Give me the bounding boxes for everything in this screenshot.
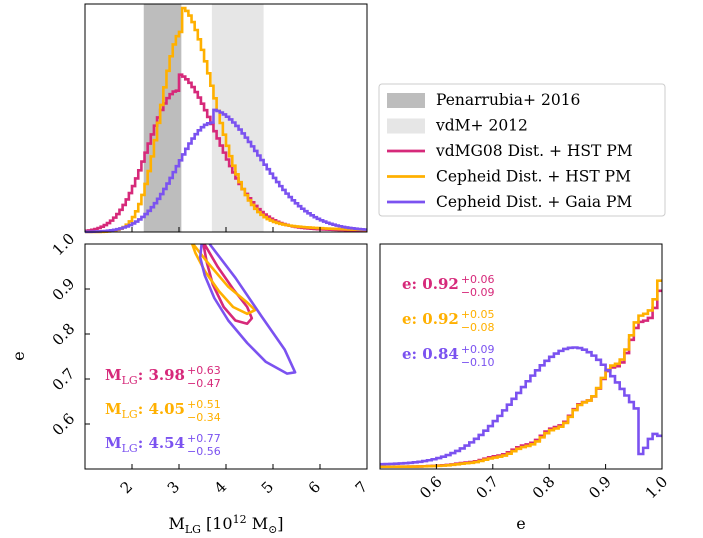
e-hist-xtick-label: 0.8 [529, 473, 559, 503]
mlg-annotation-1-text: MLG: 4.05 [105, 400, 185, 421]
e-annotation-2-plus: +0.09 [461, 343, 495, 356]
legend-label-1: vdM+ 2012 [435, 117, 528, 135]
contour-panel: 2 3 4 5 6 7 0.6 0.7 0.8 0.9 1.0 MLG: 3.98 +0.63−0.4… [49, 230, 372, 498]
legend-swatch-1 [387, 118, 425, 134]
contour-xtick-label: 6 [305, 478, 324, 497]
mlg-annotation-0-text: MLG: 3.98 [105, 366, 185, 387]
contour-xtick-label: 5 [258, 478, 277, 497]
mlg-annotation-1-plus: +0.51 [187, 398, 221, 411]
e-annotation-0-minus: −0.09 [461, 286, 495, 299]
contour-2 [198, 243, 297, 375]
e-annotation-0-plus: +0.06 [461, 273, 495, 286]
legend-frame [378, 83, 666, 217]
contour-0 [202, 243, 254, 325]
mlg-annotation-2-text: MLG: 4.54 [105, 434, 185, 455]
e-hist-xtick-label: 0.9 [585, 473, 615, 503]
y-axis-label-e: e [9, 351, 28, 360]
e-hist-series-2 [380, 346, 662, 466]
contour-ytick-label: 0.7 [49, 365, 79, 395]
mlg-histogram-panel [84, 3, 368, 234]
x-axis-label-mlg: MLG [1012 M⊙] [168, 513, 283, 536]
legend-swatch-0 [387, 93, 425, 108]
mlg-annotation-0: MLG: 3.98 +0.63−0.47 [105, 364, 221, 390]
e-annotation-0: e: 0.92 +0.06−0.09 [402, 273, 495, 299]
contour-xtick-label: 7 [352, 478, 371, 497]
e-histogram-panel: 0.6 0.7 0.8 0.9 1.0 e: 0.92 +0.06−0.09e: 0.92… [379, 243, 672, 503]
contour-xtick-label: 3 [164, 478, 183, 497]
e-histogram-frame [379, 243, 663, 470]
legend-label-0: Penarrubia+ 2016 [436, 91, 580, 109]
mlg-annotation-0-plus: +0.63 [187, 364, 221, 377]
e-annotation-1: e: 0.92 +0.05−0.08 [402, 308, 495, 334]
e-annotation-1-minus: −0.08 [461, 321, 495, 334]
mlg-annotation-1: MLG: 4.05 +0.51−0.34 [105, 398, 221, 424]
e-annotation-2-minus: −0.10 [461, 356, 495, 369]
e-annotation-2: e: 0.84 +0.09−0.10 [402, 343, 495, 369]
legend-label-2: vdMG08 Dist. + HST PM [435, 142, 633, 160]
mlg-annotation-1-minus: −0.34 [187, 411, 221, 424]
mlg-annotation-0-minus: −0.47 [187, 377, 221, 390]
mlg-annotation-2: MLG: 4.54 +0.77−0.56 [105, 432, 221, 458]
e-hist-xtick-label: 0.6 [416, 473, 446, 503]
mlg-annotation-2-minus: −0.56 [187, 445, 221, 458]
x-axis-label-e: e [516, 514, 525, 533]
e-hist-xtick-label: 0.7 [472, 473, 502, 503]
legend: Penarrubia+ 2016 vdM+ 2012 vdMG08 Dist. + … [378, 83, 666, 217]
contour-ytick-label: 1.0 [49, 230, 79, 260]
contour-ytick-label: 0.9 [49, 275, 79, 305]
contour-xtick-label: 2 [117, 478, 136, 497]
legend-label-3: Cepheid Dist. + HST PM [436, 168, 631, 186]
e-annotation-2-text: e: 0.84 [402, 345, 459, 363]
contour-ytick-label: 0.6 [49, 410, 79, 440]
e-annotation-1-text: e: 0.92 [402, 310, 459, 328]
legend-label-4: Cepheid Dist. + Gaia PM [436, 193, 632, 211]
e-hist-series-1 [380, 279, 662, 469]
contour-ytick-label: 0.8 [49, 320, 79, 350]
e-annotation-0-text: e: 0.92 [402, 275, 459, 293]
mlg-hist-series-2 [85, 108, 367, 234]
contour-xtick-label: 4 [211, 478, 230, 497]
e-annotation-1-plus: +0.05 [461, 308, 495, 321]
e-hist-xtick-label: 1.0 [642, 473, 672, 503]
mlg-annotation-2-plus: +0.77 [187, 432, 221, 445]
